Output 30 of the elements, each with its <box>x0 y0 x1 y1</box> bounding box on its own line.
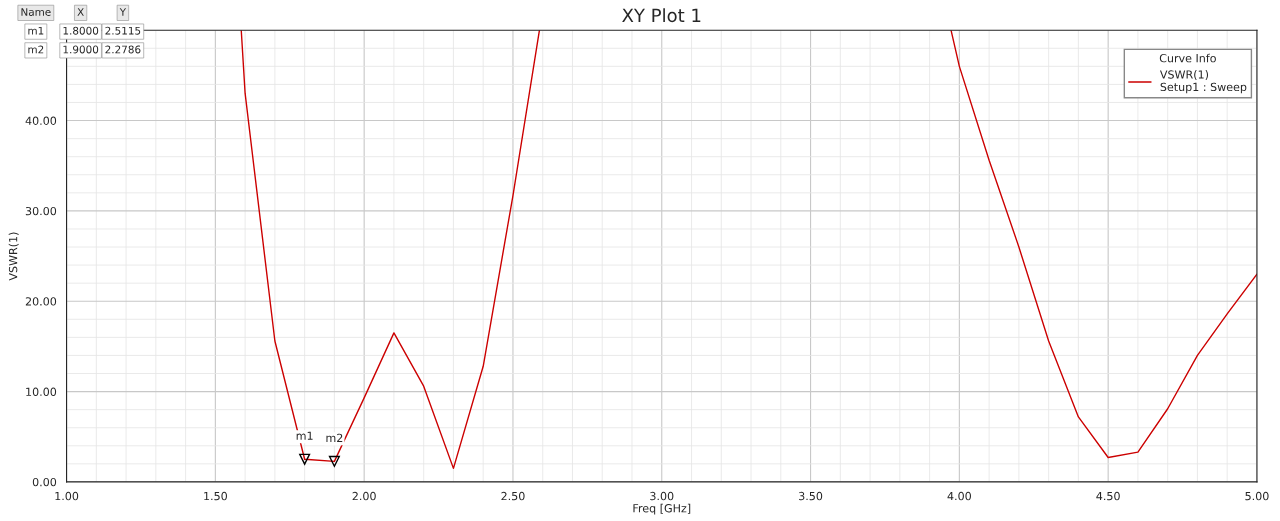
x-axis-title: Freq [GHz] <box>633 503 691 515</box>
y-axis-title: VSWR(1) <box>8 232 19 281</box>
x-tick-label: 1.00 <box>55 491 79 501</box>
legend-label: VSWR(1) Setup1 : Sweep <box>1159 70 1247 94</box>
annotation: 1.9000 <box>63 45 99 54</box>
text: Name <box>21 8 51 16</box>
text: Y <box>119 8 127 16</box>
x-tick-label: 4.50 <box>1096 491 1120 501</box>
chart-title: XY Plot 1 <box>622 8 701 23</box>
text: m1 <box>28 26 44 35</box>
y-tick-label: 20.00 <box>25 297 57 306</box>
y-tick-label: 40.00 <box>25 116 57 125</box>
x-tick-label: 2.50 <box>501 491 525 501</box>
text: m2 <box>28 45 44 54</box>
x-tick-label: 5.00 <box>1245 491 1269 501</box>
x-tick-label: 3.00 <box>650 491 674 501</box>
annotation: 2.5115 <box>105 26 141 35</box>
annotation: 2.2786 <box>105 45 141 54</box>
legend-title: Curve Info <box>1159 53 1216 63</box>
x-tick-label: 1.50 <box>204 491 227 501</box>
annotation: 1.8000 <box>63 26 99 35</box>
y-tick-label: 10.00 <box>26 387 57 396</box>
annotation: m1 <box>296 431 313 440</box>
annotation: m2 <box>326 433 343 442</box>
text: X <box>77 8 84 16</box>
x-tick-label: 2.00 <box>352 491 376 501</box>
x-tick-label: 4.00 <box>947 491 971 501</box>
y-tick-label: 30.00 <box>25 206 57 216</box>
x-tick-label: 3.50 <box>799 491 823 501</box>
y-tick-label: 0.00 <box>32 477 57 487</box>
